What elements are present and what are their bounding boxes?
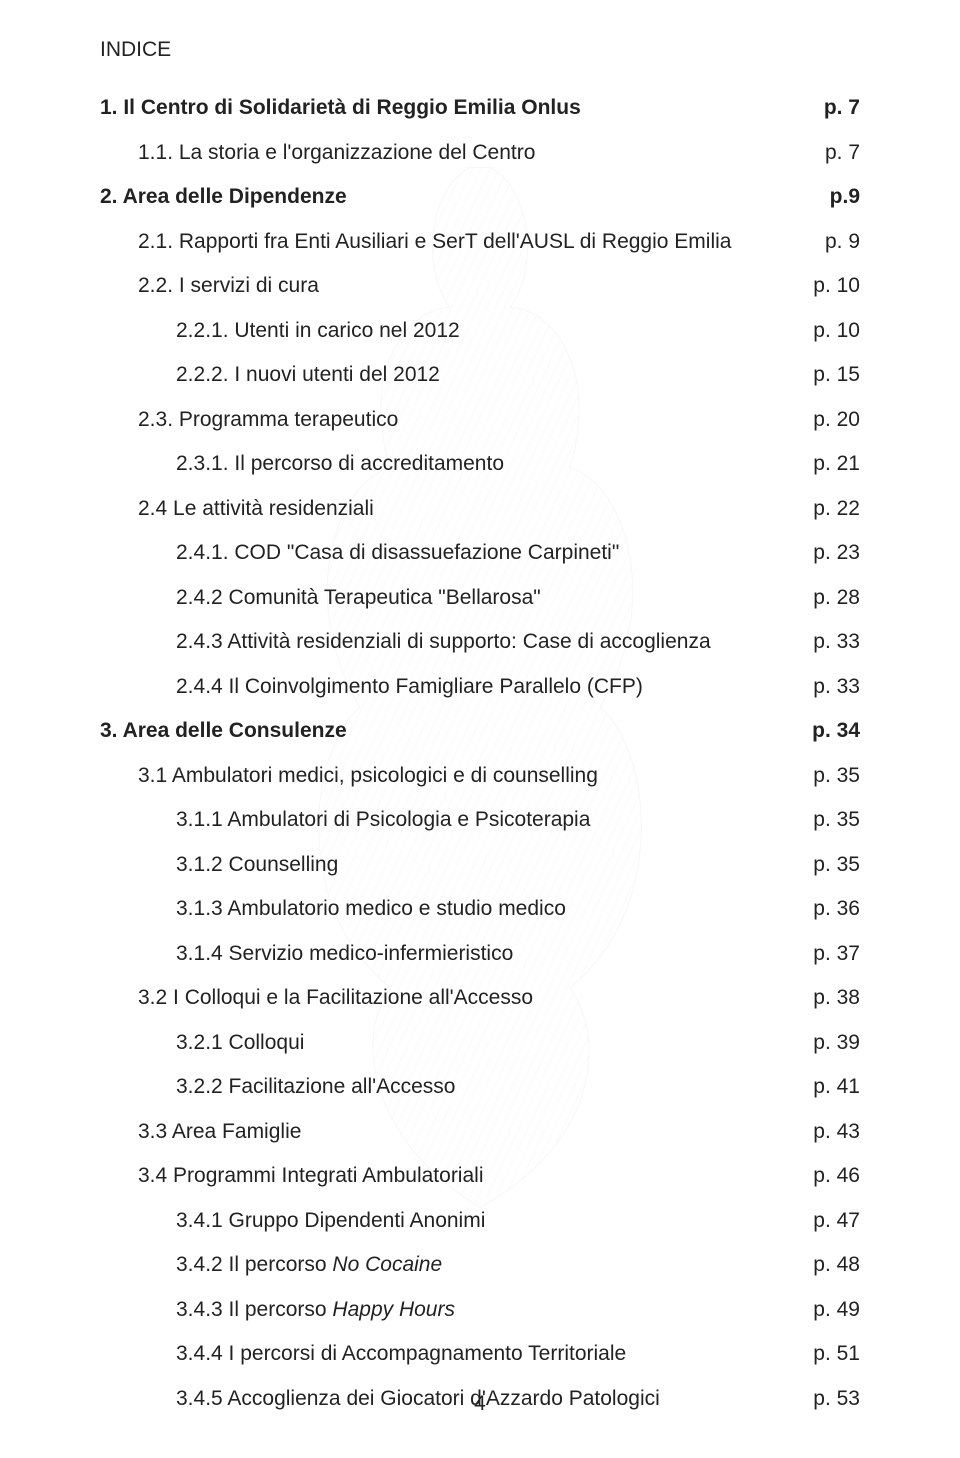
toc-entry: 3.1.2 Counsellingp. 35 bbox=[100, 849, 860, 881]
toc-entry-label: 2.4.2 Comunità Terapeutica "Bellarosa" bbox=[176, 582, 793, 614]
toc-entry-label: 3.3 Area Famiglie bbox=[138, 1116, 793, 1148]
toc-entry-page: p. 21 bbox=[793, 448, 860, 480]
toc-entry: 3.4.5 Accoglienza dei Giocatori d'Azzard… bbox=[100, 1383, 860, 1415]
toc-entry-label: 2.4 Le attività residenziali bbox=[138, 493, 793, 525]
toc-entry-label: 3.1.1 Ambulatori di Psicologia e Psicote… bbox=[176, 804, 793, 836]
toc-entry-page: p. 7 bbox=[804, 92, 860, 124]
toc-entry-page: p. 9 bbox=[805, 226, 860, 258]
toc-entry-label: 3.4.2 Il percorso No Cocaine bbox=[176, 1249, 793, 1281]
toc-entry-label: 3. Area delle Consulenze bbox=[100, 715, 792, 747]
toc-entry: 2.4.2 Comunità Terapeutica "Bellarosa"p.… bbox=[100, 582, 860, 614]
toc-entry: 3.1.1 Ambulatori di Psicologia e Psicote… bbox=[100, 804, 860, 836]
toc-entry-page: p. 33 bbox=[793, 671, 860, 703]
toc-entry-label: 2.2.1. Utenti in carico nel 2012 bbox=[176, 315, 793, 347]
toc-entry-page: p. 38 bbox=[793, 982, 860, 1014]
toc-entry-page: p. 53 bbox=[793, 1383, 860, 1415]
toc-entry-label: 2. Area delle Dipendenze bbox=[100, 181, 810, 213]
toc-entry-page: p. 10 bbox=[793, 315, 860, 347]
toc-entry: 3.4.2 Il percorso No Cocainep. 48 bbox=[100, 1249, 860, 1281]
toc-entry-page: p. 23 bbox=[793, 537, 860, 569]
toc-entry-page: p. 49 bbox=[793, 1294, 860, 1326]
toc-title: INDICE bbox=[100, 38, 860, 62]
toc-entry: 2.3. Programma terapeuticop. 20 bbox=[100, 404, 860, 436]
toc-entry: 3.4.1 Gruppo Dipendenti Anonimip. 47 bbox=[100, 1205, 860, 1237]
toc-entry: 3.2.1 Colloquip. 39 bbox=[100, 1027, 860, 1059]
toc-entry-page: p. 43 bbox=[793, 1116, 860, 1148]
toc-entry: 3.1.3 Ambulatorio medico e studio medico… bbox=[100, 893, 860, 925]
toc-entry-page: p. 39 bbox=[793, 1027, 860, 1059]
toc-entry-page: p. 35 bbox=[793, 760, 860, 792]
toc-list: 1. Il Centro di Solidarietà di Reggio Em… bbox=[100, 92, 860, 1414]
toc-entry-label: 1. Il Centro di Solidarietà di Reggio Em… bbox=[100, 92, 804, 124]
toc-entry-label: 2.2.2. I nuovi utenti del 2012 bbox=[176, 359, 793, 391]
toc-entry-page: p. 20 bbox=[793, 404, 860, 436]
toc-entry: 2.3.1. Il percorso di accreditamentop. 2… bbox=[100, 448, 860, 480]
toc-entry-page: p. 47 bbox=[793, 1205, 860, 1237]
toc-entry-label: 3.4.1 Gruppo Dipendenti Anonimi bbox=[176, 1205, 793, 1237]
toc-entry-label: 2.3.1. Il percorso di accreditamento bbox=[176, 448, 793, 480]
toc-entry-label: 3.1.4 Servizio medico-infermieristico bbox=[176, 938, 793, 970]
toc-entry-label: 3.4.4 I percorsi di Accompagnamento Terr… bbox=[176, 1338, 793, 1370]
toc-entry: 3.4.4 I percorsi di Accompagnamento Terr… bbox=[100, 1338, 860, 1370]
toc-entry-label: 3.1.2 Counselling bbox=[176, 849, 793, 881]
toc-entry-page: p. 35 bbox=[793, 849, 860, 881]
toc-entry-page: p.9 bbox=[810, 181, 860, 213]
toc-entry-label: 2.3. Programma terapeutico bbox=[138, 404, 793, 436]
toc-entry: 2.4.1. COD "Casa di disassuefazione Carp… bbox=[100, 537, 860, 569]
toc-entry: 2.1. Rapporti fra Enti Ausiliari e SerT … bbox=[100, 226, 860, 258]
toc-entry: 3.2.2 Facilitazione all'Accessop. 41 bbox=[100, 1071, 860, 1103]
toc-entry-label: 2.4.1. COD "Casa di disassuefazione Carp… bbox=[176, 537, 793, 569]
toc-entry: 2.2. I servizi di curap. 10 bbox=[100, 270, 860, 302]
toc-entry: 3.1 Ambulatori medici, psicologici e di … bbox=[100, 760, 860, 792]
toc-entry-page: p. 36 bbox=[793, 893, 860, 925]
toc-entry: 1.1. La storia e l'organizzazione del Ce… bbox=[100, 137, 860, 169]
toc-entry-label: 3.2.1 Colloqui bbox=[176, 1027, 793, 1059]
toc-entry-page: p. 15 bbox=[793, 359, 860, 391]
toc-entry-page: p. 34 bbox=[792, 715, 860, 747]
toc-entry: 2.2.2. I nuovi utenti del 2012p. 15 bbox=[100, 359, 860, 391]
toc-entry-page: p. 28 bbox=[793, 582, 860, 614]
toc-entry-page: p. 48 bbox=[793, 1249, 860, 1281]
toc-entry-label: 3.2 I Colloqui e la Facilitazione all'Ac… bbox=[138, 982, 793, 1014]
toc-entry: 2.4.3 Attività residenziali di supporto:… bbox=[100, 626, 860, 658]
toc-entry: 3. Area delle Consulenzep. 34 bbox=[100, 715, 860, 747]
toc-entry-page: p. 33 bbox=[793, 626, 860, 658]
toc-entry-page: p. 7 bbox=[805, 137, 860, 169]
toc-entry-label: 1.1. La storia e l'organizzazione del Ce… bbox=[138, 137, 805, 169]
toc-entry-label: 3.1.3 Ambulatorio medico e studio medico bbox=[176, 893, 793, 925]
toc-entry-label: 3.4.3 Il percorso Happy Hours bbox=[176, 1294, 793, 1326]
toc-entry: 2.2.1. Utenti in carico nel 2012p. 10 bbox=[100, 315, 860, 347]
toc-content: INDICE 1. Il Centro di Solidarietà di Re… bbox=[0, 0, 960, 1414]
toc-entry: 3.2 I Colloqui e la Facilitazione all'Ac… bbox=[100, 982, 860, 1014]
toc-entry: 3.1.4 Servizio medico-infermieristicop. … bbox=[100, 938, 860, 970]
toc-entry-label: 3.2.2 Facilitazione all'Accesso bbox=[176, 1071, 793, 1103]
toc-entry: 2.4.4 Il Coinvolgimento Famigliare Paral… bbox=[100, 671, 860, 703]
toc-entry-page: p. 35 bbox=[793, 804, 860, 836]
toc-entry: 2. Area delle Dipendenzep.9 bbox=[100, 181, 860, 213]
toc-entry-label: 2.4.3 Attività residenziali di supporto:… bbox=[176, 626, 793, 658]
toc-entry: 3.3 Area Famigliep. 43 bbox=[100, 1116, 860, 1148]
toc-entry-page: p. 37 bbox=[793, 938, 860, 970]
toc-entry-label: 3.1 Ambulatori medici, psicologici e di … bbox=[138, 760, 793, 792]
toc-entry-page: p. 10 bbox=[793, 270, 860, 302]
toc-entry-label: 2.1. Rapporti fra Enti Ausiliari e SerT … bbox=[138, 226, 805, 258]
toc-entry: 1. Il Centro di Solidarietà di Reggio Em… bbox=[100, 92, 860, 124]
toc-entry-label: 3.4 Programmi Integrati Ambulatoriali bbox=[138, 1160, 793, 1192]
toc-entry: 3.4.3 Il percorso Happy Hoursp. 49 bbox=[100, 1294, 860, 1326]
toc-entry-page: p. 46 bbox=[793, 1160, 860, 1192]
toc-entry-label: 2.2. I servizi di cura bbox=[138, 270, 793, 302]
toc-entry: 2.4 Le attività residenzialip. 22 bbox=[100, 493, 860, 525]
toc-entry: 3.4 Programmi Integrati Ambulatorialip. … bbox=[100, 1160, 860, 1192]
toc-entry-label: 2.4.4 Il Coinvolgimento Famigliare Paral… bbox=[176, 671, 793, 703]
toc-entry-label: 3.4.5 Accoglienza dei Giocatori d'Azzard… bbox=[176, 1383, 793, 1415]
toc-entry-page: p. 51 bbox=[793, 1338, 860, 1370]
toc-entry-page: p. 41 bbox=[793, 1071, 860, 1103]
toc-entry-page: p. 22 bbox=[793, 493, 860, 525]
